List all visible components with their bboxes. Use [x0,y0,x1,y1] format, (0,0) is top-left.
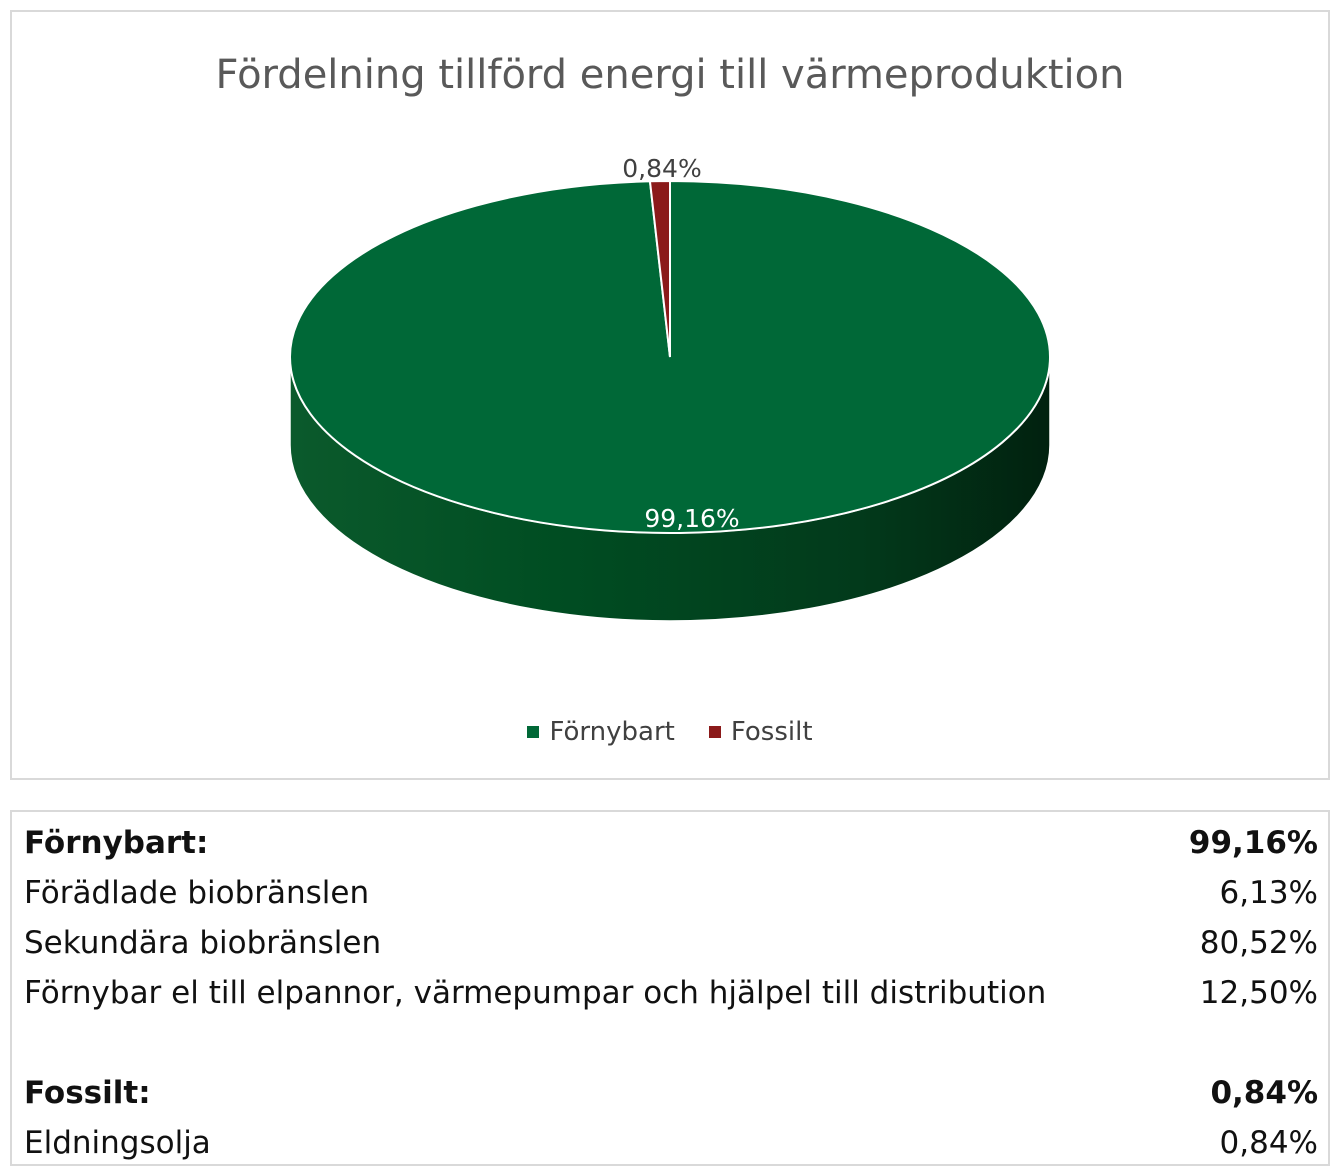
table-row: Sekundära biobränslen 80,52% [24,918,1318,968]
legend-label-fossilt: Fossilt [730,717,813,747]
pie-slice-fossilt [648,179,671,358]
row-value: 80,52% [1199,925,1318,961]
row-value: 6,13% [1219,875,1318,911]
table-row: Eldningsolja 0,84% [24,1118,1318,1168]
table-row: Förnybar el till elpannor, värmepumpar o… [24,968,1318,1018]
row-label: Fossilt: [24,1075,151,1111]
row-value: 12,50% [1199,975,1318,1011]
legend-swatch-fornybart [527,726,540,738]
row-label: Förädlade biobränslen [24,875,370,911]
chart-container: Fördelning tillförd energi till värmepro… [10,10,1330,780]
row-label: Förnybar el till elpannor, värmepumpar o… [24,975,1047,1011]
legend-swatch-fossilt [708,726,721,738]
legend-label-fornybart: Förnybart [549,717,675,747]
legend: Förnybart Fossilt [12,717,1328,747]
row-label: Sekundära biobränslen [24,925,382,961]
table-row: Förnybart: 99,16% [24,818,1318,868]
legend-item-fornybart: Förnybart [527,717,675,747]
chart-title: Fördelning tillförd energi till värmepro… [215,52,1125,98]
data-label-fossilt: 0,84% [622,154,701,183]
data-label-fornybart: 99,16% [644,504,739,533]
table-row: Förädlade biobränslen 6,13% [24,868,1318,918]
row-value: 0,84% [1219,1125,1318,1161]
table-spacer-row [24,1018,1318,1068]
pie-chart: 99,16% 0,84% [289,154,1051,622]
row-value: 0,84% [1210,1075,1318,1111]
row-label: Förnybart: [24,825,209,861]
breakdown-table: Förnybart: 99,16% Förädlade biobränslen … [10,810,1330,1166]
legend-item-fossilt: Fossilt [708,717,813,747]
row-label: Eldningsolja [24,1125,211,1161]
row-value: 99,16% [1188,825,1318,861]
table-row: Fossilt: 0,84% [24,1068,1318,1118]
